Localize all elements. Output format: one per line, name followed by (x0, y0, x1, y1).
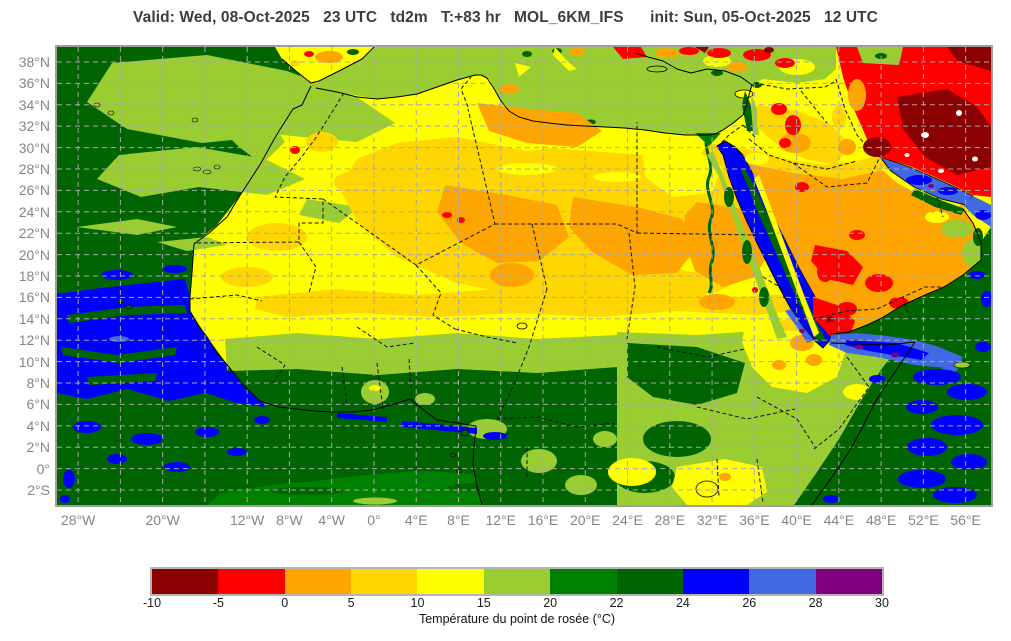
dewpoint-map (57, 47, 991, 505)
lat-tick-label: 0° (36, 460, 50, 477)
lat-tick-label: 34°N (18, 96, 50, 113)
colorbar-segment (351, 569, 418, 594)
lon-tick-label: 4°W (318, 512, 346, 528)
lat-tick-label: 22°N (18, 225, 50, 242)
lat-tick-label: 4°N (26, 417, 51, 434)
colorbar-tick: 22 (609, 596, 624, 610)
colorbar-tick: -5 (212, 596, 224, 610)
colorbar-segment (152, 569, 219, 594)
lon-tick-label: 24°E (612, 512, 643, 528)
colorbar-tick: 26 (742, 596, 757, 610)
colorbar-segment (815, 569, 882, 594)
lon-tick-label: 4°E (404, 512, 428, 528)
lon-tick-label: 36°E (739, 512, 770, 528)
region-east-africa (608, 315, 915, 505)
lon-tick-label: 12°E (485, 512, 517, 528)
lat-tick-label: 32°N (18, 118, 50, 135)
lat-tick-label: 36°N (18, 75, 50, 92)
lon-tick-label: 28°W (60, 512, 96, 528)
colorbar-segment (218, 569, 285, 594)
lat-tick-label: 12°N (18, 332, 50, 349)
colorbar-segment (284, 569, 352, 594)
colorbar-segment (550, 569, 617, 594)
country-borders (189, 76, 944, 504)
colorbar-segment (616, 569, 683, 594)
lat-tick-label: 6°N (26, 396, 51, 413)
lat-tick-label: 30°N (18, 139, 50, 156)
lat-tick-label: 18°N (18, 268, 50, 284)
colorbar-tick: 30 (875, 596, 889, 610)
colorbar-tick: -10 (142, 596, 162, 610)
lon-tick-label: 32°E (696, 512, 728, 528)
lon-tick-label: 52°E (908, 512, 939, 528)
lat-tick-label: 26°N (18, 182, 50, 199)
colorbar (150, 567, 884, 596)
colorbar-tick: 10 (410, 596, 425, 610)
lon-tick-label: 8°E (447, 512, 470, 528)
colorbar-segment (749, 569, 816, 594)
lat-tick-label: 24°N (18, 203, 50, 220)
colorbar-caption: Température du point de rosée (°C) (418, 612, 616, 626)
region-iran-middle-east (707, 47, 991, 197)
colorbar-tick: 15 (476, 596, 491, 610)
page-title: Valid: Wed, 08-Oct-2025 23 UTC td2m T:+8… (133, 9, 878, 26)
lon-tick-label: 40°E (781, 512, 812, 528)
map-canvas (55, 45, 993, 507)
lon-tick-label: 28°E (654, 512, 686, 528)
lon-tick-label: 56°E (950, 512, 981, 528)
lon-tick-label: 48°E (865, 512, 897, 528)
colorbar-tick: 5 (347, 596, 355, 610)
colorbar-tick: 20 (543, 596, 558, 610)
lat-tick-label: 8°N (26, 375, 51, 391)
lat-tick-label: 14°N (18, 310, 50, 327)
lon-tick-label: 0° (367, 512, 381, 528)
colorbar-tick: 24 (675, 596, 690, 610)
lon-tick-label: 20°E (570, 512, 601, 528)
lon-tick-label: 44°E (823, 512, 855, 528)
lat-tick-label: 20°N (18, 246, 50, 263)
colorbar-tick: 0 (281, 596, 289, 610)
lon-tick-label: 20°W (145, 512, 180, 528)
lat-tick-label: 38°N (18, 53, 50, 70)
lat-tick-label: 28°N (18, 160, 50, 177)
lat-tick-label: 16°N (18, 289, 50, 306)
lon-tick-label: 12°W (229, 512, 265, 528)
lon-tick-label: 8°W (276, 512, 303, 528)
lat-tick-label: 2°S (27, 482, 50, 499)
colorbar-segment (483, 569, 551, 594)
graticule-gridlines (57, 47, 991, 505)
coastlines (189, 47, 982, 505)
colorbar-segment (682, 569, 750, 594)
lon-tick-label: 16°E (527, 512, 559, 528)
colorbar-segment (417, 569, 484, 594)
colorbar-tick: 28 (808, 596, 823, 610)
lat-tick-label: 10°N (18, 353, 50, 370)
lat-tick-label: 2°N (26, 439, 51, 456)
